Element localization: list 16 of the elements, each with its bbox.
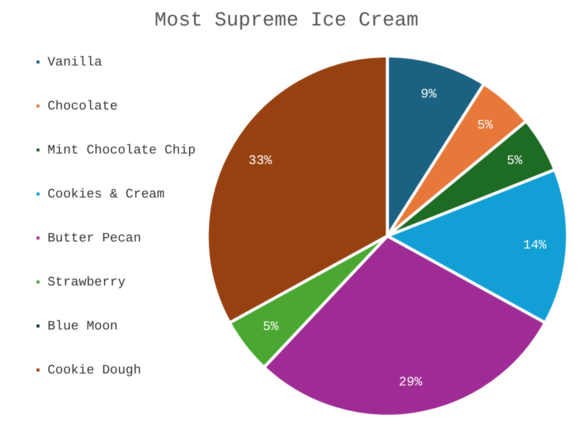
data-label: 33% bbox=[248, 153, 272, 168]
legend-label: Blue Moon bbox=[48, 318, 118, 334]
legend-label: Strawberry bbox=[48, 274, 126, 290]
legend-label: Butter Pecan bbox=[48, 230, 142, 246]
data-label: 9% bbox=[420, 86, 437, 102]
data-label: 5% bbox=[262, 318, 279, 334]
chart-title: Most Supreme Ice Cream bbox=[154, 9, 419, 32]
legend-label: Vanilla bbox=[48, 54, 102, 70]
data-label: 29% bbox=[398, 374, 422, 390]
legend-label: Cookie Dough bbox=[48, 362, 142, 378]
data-label: 5% bbox=[506, 153, 522, 168]
legend-label: Cookies & Cream bbox=[48, 186, 165, 202]
legend-label: Mint Chocolate Chip bbox=[48, 142, 196, 158]
data-label: 5% bbox=[477, 118, 494, 133]
legend-label: Chocolate bbox=[48, 98, 118, 114]
data-label: 14% bbox=[523, 238, 547, 253]
